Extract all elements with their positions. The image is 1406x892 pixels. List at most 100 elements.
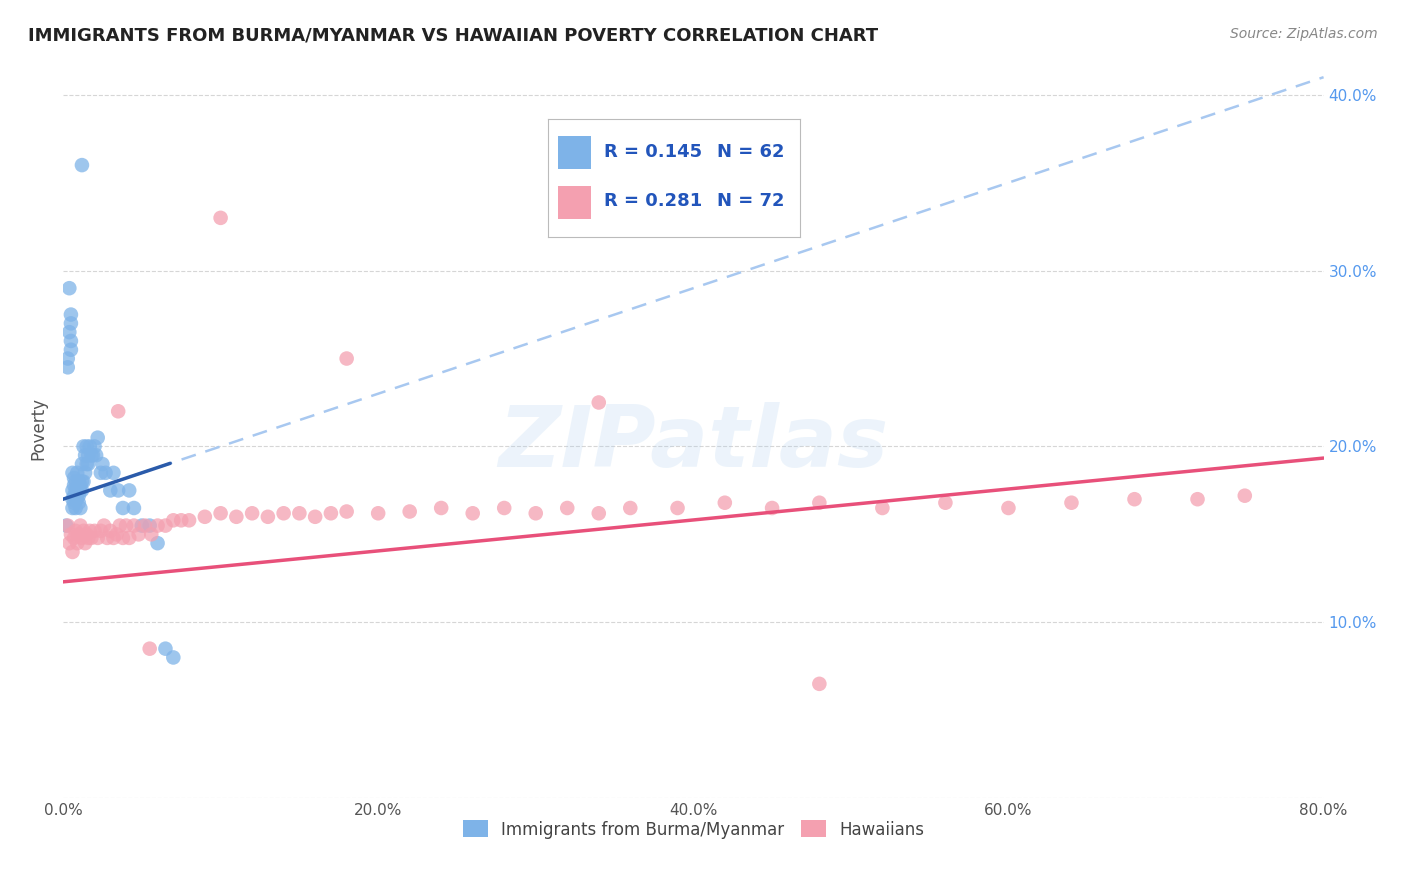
Point xyxy=(56,518,79,533)
Point xyxy=(398,504,420,518)
Point xyxy=(72,475,94,489)
Point xyxy=(761,501,783,516)
Point xyxy=(69,518,91,533)
Text: Source: ZipAtlas.com: Source: ZipAtlas.com xyxy=(1230,27,1378,41)
Point xyxy=(155,518,177,533)
Point xyxy=(72,524,94,538)
Point xyxy=(67,496,90,510)
Point xyxy=(98,483,121,498)
Point xyxy=(288,506,311,520)
Point xyxy=(56,360,79,375)
Point xyxy=(103,466,125,480)
Point xyxy=(162,513,184,527)
Point xyxy=(70,531,93,545)
Point xyxy=(70,158,93,172)
Text: ZIPatlas: ZIPatlas xyxy=(498,402,889,485)
Point xyxy=(59,334,82,348)
Point xyxy=(134,518,156,533)
Point xyxy=(77,448,100,462)
Point xyxy=(209,211,232,225)
Point xyxy=(67,475,90,489)
Point xyxy=(997,501,1019,516)
Point xyxy=(141,527,163,541)
Text: IMMIGRANTS FROM BURMA/MYANMAR VS HAWAIIAN POVERTY CORRELATION CHART: IMMIGRANTS FROM BURMA/MYANMAR VS HAWAIIA… xyxy=(28,27,879,45)
Point xyxy=(86,531,108,545)
Point xyxy=(170,513,193,527)
Point xyxy=(80,448,103,462)
Point xyxy=(63,531,86,545)
Point xyxy=(69,483,91,498)
Point xyxy=(107,483,129,498)
Point xyxy=(75,536,97,550)
Point xyxy=(94,466,117,480)
Point xyxy=(59,317,82,331)
Point xyxy=(225,509,247,524)
Point xyxy=(98,524,121,538)
Point xyxy=(524,506,547,520)
Point xyxy=(1233,489,1256,503)
Point xyxy=(90,466,112,480)
Point xyxy=(62,483,84,498)
Point xyxy=(62,545,84,559)
Point xyxy=(66,536,89,550)
Point xyxy=(162,650,184,665)
Point xyxy=(103,531,125,545)
Point xyxy=(91,457,114,471)
Point xyxy=(209,506,232,520)
Point xyxy=(367,506,389,520)
Point xyxy=(118,483,141,498)
Point xyxy=(90,524,112,538)
Point xyxy=(714,496,737,510)
Point xyxy=(138,641,160,656)
Point xyxy=(62,492,84,507)
Point xyxy=(240,506,263,520)
Point xyxy=(58,281,80,295)
Point xyxy=(96,531,118,545)
Point xyxy=(63,489,86,503)
Point xyxy=(75,448,97,462)
Point xyxy=(1123,492,1146,507)
Point xyxy=(872,501,894,516)
Point xyxy=(115,518,138,533)
Point xyxy=(59,527,82,541)
Point xyxy=(934,496,956,510)
Point xyxy=(63,471,86,485)
Point xyxy=(63,478,86,492)
Point xyxy=(70,483,93,498)
Point xyxy=(66,466,89,480)
Point xyxy=(494,501,516,516)
Point xyxy=(69,478,91,492)
Point xyxy=(319,506,342,520)
Point xyxy=(59,343,82,357)
Point xyxy=(461,506,484,520)
Point xyxy=(76,440,98,454)
Point xyxy=(69,501,91,516)
Point xyxy=(82,448,104,462)
Point xyxy=(808,677,831,691)
Point xyxy=(122,518,145,533)
Point xyxy=(105,527,128,541)
Point xyxy=(430,501,453,516)
Point xyxy=(67,489,90,503)
Point xyxy=(555,501,578,516)
Point xyxy=(118,531,141,545)
Point xyxy=(111,531,134,545)
Point xyxy=(131,518,153,533)
Point xyxy=(70,475,93,489)
Y-axis label: Poverty: Poverty xyxy=(30,397,46,460)
Point xyxy=(155,641,177,656)
Point xyxy=(336,504,359,518)
Point xyxy=(1187,492,1209,507)
Point xyxy=(70,457,93,471)
Point xyxy=(808,496,831,510)
Legend: Immigrants from Burma/Myanmar, Hawaiians: Immigrants from Burma/Myanmar, Hawaiians xyxy=(456,814,931,846)
Point xyxy=(76,527,98,541)
Point xyxy=(304,509,326,524)
Point xyxy=(72,440,94,454)
Point xyxy=(111,501,134,516)
Point xyxy=(65,475,87,489)
Point xyxy=(588,506,610,520)
Point xyxy=(138,518,160,533)
Point xyxy=(588,395,610,409)
Point xyxy=(257,509,280,524)
